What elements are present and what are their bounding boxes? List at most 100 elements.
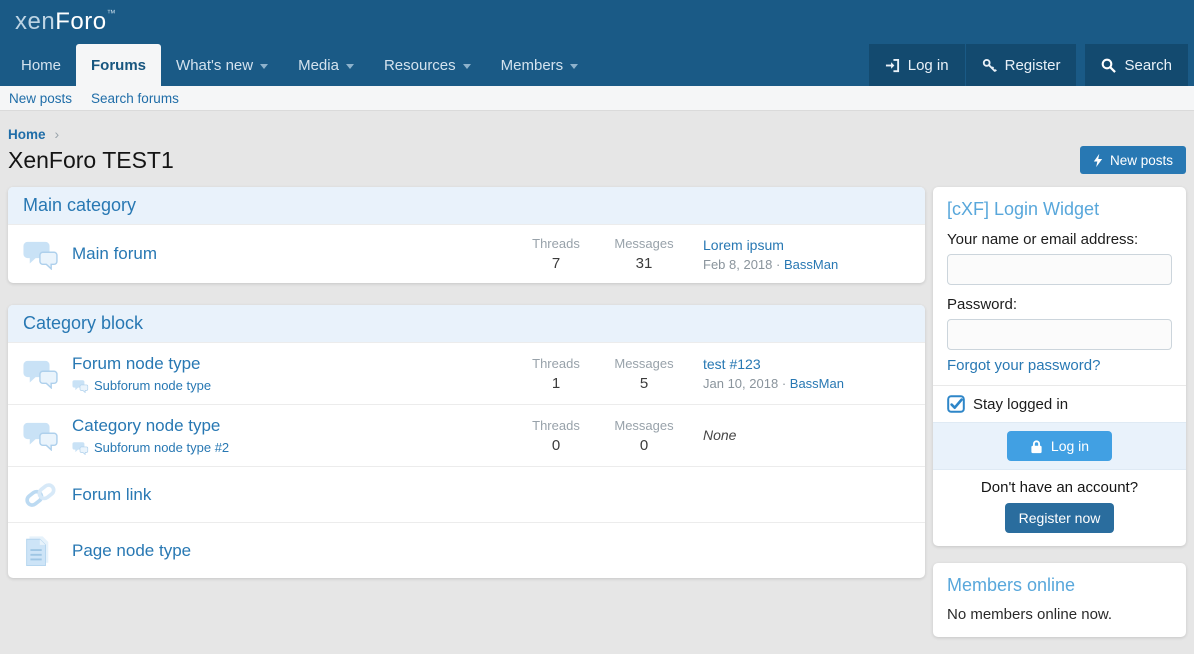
last-post-cell: Lorem ipsum Feb 8, 2018 · BassMan (688, 237, 910, 272)
nav-item-label: Forums (91, 56, 147, 74)
node-title-link[interactable]: Category node type (72, 416, 221, 435)
log-in-button[interactable]: Log in (868, 44, 965, 86)
last-post-author-link[interactable]: BassMan (789, 376, 844, 391)
meta-separator: · (776, 256, 781, 272)
last-post-none: None (703, 426, 737, 443)
threads-label: Threads (532, 417, 580, 433)
messages-label: Messages (614, 236, 674, 251)
last-post-cell: test #123 Jan 10, 2018 · BassMan (688, 356, 910, 391)
lock-icon (1030, 439, 1043, 454)
subnav-new-posts-link[interactable]: New posts (9, 90, 73, 106)
nav-item-what-s-new[interactable]: What's new (161, 44, 283, 86)
lightning-bolt-icon (1093, 153, 1103, 168)
nav-item-label: What's new (176, 56, 254, 74)
logo-part-foro: Foro (55, 8, 107, 35)
members-online-title: Members online (947, 575, 1076, 595)
last-post-title-link[interactable]: Lorem ipsum (703, 236, 784, 253)
messages-stat: Messages 31 (600, 236, 688, 272)
breadcrumb: Home › (8, 126, 1186, 142)
stay-logged-in-checkbox[interactable] (947, 395, 965, 413)
search-icon (1101, 58, 1117, 73)
page-title: XenForo TEST1 (8, 146, 174, 173)
stay-logged-in-label: Stay logged in (973, 395, 1069, 413)
threads-label: Threads (532, 355, 580, 371)
node-list: Main category Main forum Threads 7 Messages 3… (8, 187, 925, 600)
last-post-title-link[interactable]: test #123 (703, 356, 761, 372)
last-post-meta: Jan 10, 2018 · BassMan (703, 376, 910, 391)
nav-item-label: Resources (383, 56, 456, 74)
node-row: Page node type (8, 522, 925, 578)
username-label: Your name or email address: (947, 231, 1139, 248)
sign-in-icon (885, 58, 900, 73)
node-row: Forum link (8, 466, 925, 522)
node-title-link[interactable]: Forum node type (72, 354, 201, 373)
messages-label: Messages (614, 417, 674, 433)
last-post-meta: Feb 8, 2018 · BassMan (703, 257, 910, 272)
meta-separator: · (781, 376, 787, 391)
messages-stat: Messages 0 (600, 418, 688, 454)
category-title[interactable]: Main category (8, 187, 925, 224)
messages-stat: Messages 5 (600, 356, 688, 392)
threads-stat: Threads 0 (512, 418, 600, 454)
forum-icon (23, 239, 61, 270)
chevron-down-icon (260, 63, 269, 69)
forgot-password-link[interactable]: Forgot your password? (947, 357, 1101, 374)
search-button[interactable]: Search (1085, 44, 1188, 86)
node-row: Main forum Threads 7 Messages 31 Lorem ipsum F… (8, 224, 925, 283)
password-input[interactable] (947, 319, 1172, 350)
no-account-text: Don't have an account? (980, 479, 1139, 496)
node-title-link[interactable]: Forum link (72, 484, 152, 504)
register-button[interactable]: Register (965, 44, 1077, 86)
nav-item-members[interactable]: Members (486, 44, 594, 86)
threads-stat: Threads 1 (512, 356, 600, 392)
chevron-down-icon (345, 63, 354, 69)
category-title[interactable]: Category block (8, 305, 925, 342)
subnav-search-forums-link[interactable]: Search forums (91, 90, 179, 106)
key-icon (982, 58, 997, 73)
site-header: xenForo™ Home Forums What's new Media Resour… (0, 0, 1194, 111)
xenforo-logo[interactable]: xenForo™ (15, 8, 116, 36)
chevron-down-icon (570, 63, 579, 69)
chevron-down-icon (462, 63, 471, 69)
new-posts-button[interactable]: New posts (1079, 146, 1186, 174)
page-icon (23, 535, 61, 567)
nav-item-label: Members (500, 56, 564, 74)
messages-count: 0 (639, 436, 649, 454)
nav-item-home[interactable]: Home (6, 44, 76, 86)
threads-stat: Threads 7 (512, 236, 600, 272)
messages-count: 5 (639, 374, 649, 392)
subforum-icon (72, 379, 89, 393)
members-online-widget: Members online No members online now. (933, 563, 1186, 637)
category-block: Main category Main forum Threads 7 Messages 3… (8, 187, 925, 283)
node-row: Forum node type Subforum node type Threads… (8, 342, 925, 404)
nav-item-resources[interactable]: Resources (369, 44, 486, 86)
login-button[interactable]: Log in (1006, 431, 1113, 461)
threads-count: 1 (551, 374, 561, 392)
last-post-date: Feb 8, 2018 (703, 256, 773, 272)
last-post-author-link[interactable]: BassMan (783, 256, 839, 272)
login-widget: [cXF] Login Widget Your name or email ad… (933, 187, 1186, 546)
threads-count: 0 (551, 436, 561, 454)
node-row: Category node type Subforum node type #2 T… (8, 404, 925, 466)
members-online-empty-text: No members online now. (947, 606, 1113, 623)
node-title-link[interactable]: Page node type (72, 540, 192, 560)
subforum-link[interactable]: Subforum node type (94, 378, 212, 393)
nav-item-label: Home (21, 56, 62, 74)
password-label: Password: (947, 296, 1018, 313)
breadcrumb-separator: › (54, 126, 60, 142)
nav-item-forums[interactable]: Forums (76, 44, 162, 86)
username-input[interactable] (947, 254, 1172, 285)
subforum-link[interactable]: Subforum node type #2 (94, 440, 230, 455)
sub-navigation: New posts Search forums (0, 86, 1194, 111)
messages-label: Messages (614, 355, 674, 371)
node-title-link[interactable]: Main forum (72, 244, 158, 263)
register-now-button[interactable]: Register now (1004, 503, 1115, 533)
login-widget-title: [cXF] Login Widget (947, 199, 1100, 219)
messages-count: 31 (635, 255, 653, 272)
action-label: Log in (907, 56, 949, 74)
action-label: Register (1004, 56, 1061, 74)
main-navigation: Home Forums What's new Media Resources Member… (0, 44, 1194, 86)
nav-item-media[interactable]: Media (283, 44, 369, 86)
subforum-icon (72, 441, 89, 455)
breadcrumb-home-link[interactable]: Home (8, 126, 46, 142)
